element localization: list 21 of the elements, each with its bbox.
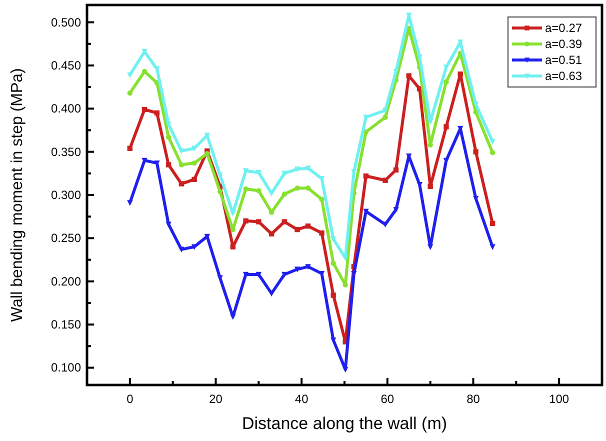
y-tick-label: 0.400 bbox=[50, 102, 82, 116]
y-tick-label: 0.150 bbox=[50, 318, 82, 332]
y-tick-label: 0.450 bbox=[50, 58, 82, 72]
x-tick-label: 80 bbox=[466, 392, 480, 406]
x-tick-label: 40 bbox=[294, 392, 309, 406]
x-tick-label: 100 bbox=[549, 392, 570, 406]
y-tick-label: 0.500 bbox=[50, 15, 82, 30]
x-axis-title: Distance along the wall (m) bbox=[242, 414, 448, 433]
legend-label: a=0.27 bbox=[545, 21, 582, 35]
legend-label: a=0.63 bbox=[545, 69, 582, 83]
y-tick-label: 0.250 bbox=[50, 231, 82, 246]
x-tick-label: 60 bbox=[380, 392, 394, 406]
x-tick-label: 0 bbox=[126, 392, 134, 406]
y-tick-label: 0.200 bbox=[50, 274, 82, 288]
y-axis-title: Wall bending moment in step (MPa) bbox=[9, 68, 26, 322]
legend-label: a=0.51 bbox=[545, 53, 582, 67]
y-tick-label: 0.300 bbox=[50, 188, 82, 202]
y-tick-label: 0.350 bbox=[50, 144, 82, 159]
legend-label: a=0.39 bbox=[545, 37, 582, 51]
y-tick-label: 0.100 bbox=[50, 360, 82, 375]
x-tick-label: 20 bbox=[209, 392, 223, 406]
